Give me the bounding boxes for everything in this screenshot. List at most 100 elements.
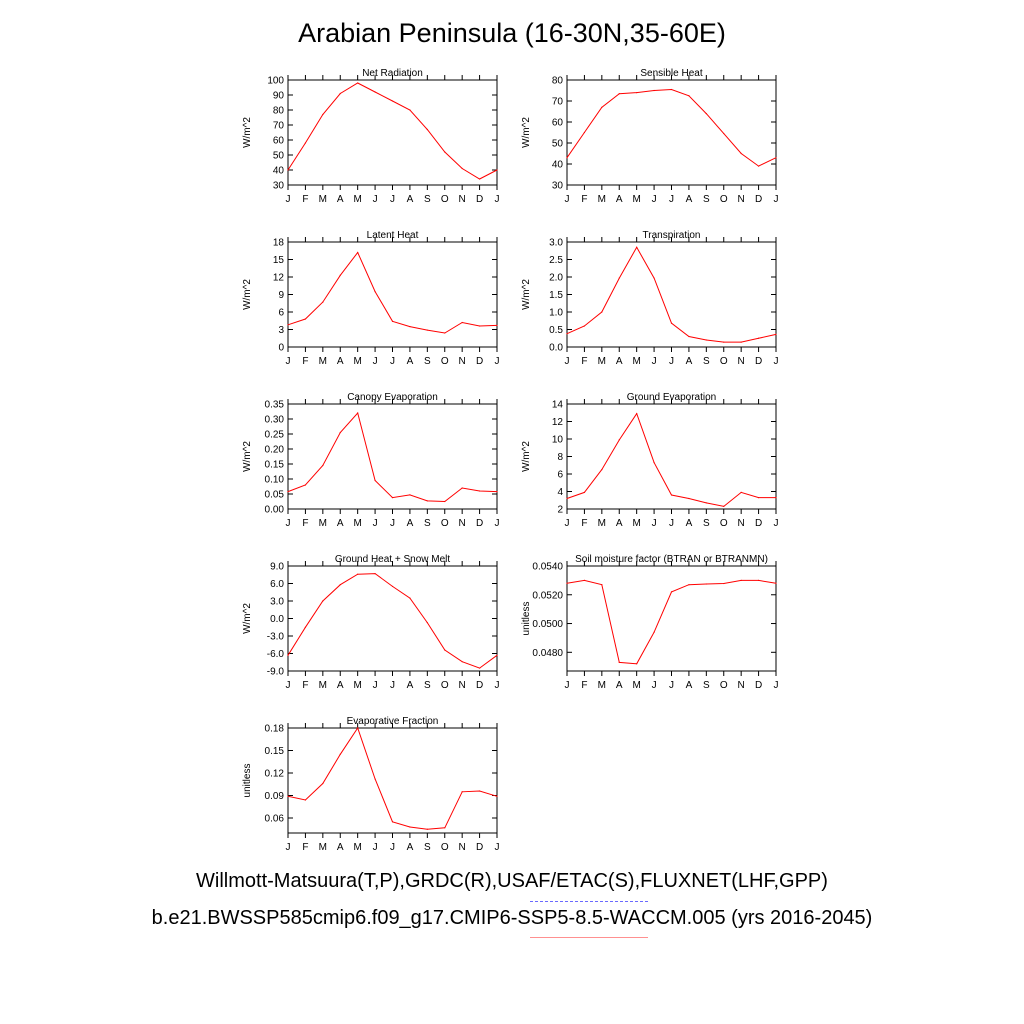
data-point	[496, 169, 498, 171]
data-point	[391, 497, 394, 499]
data-point	[409, 325, 411, 328]
y-tick-label: 90	[273, 91, 285, 102]
y-tick-label: 2.0	[549, 273, 563, 284]
x-tick-label: A	[407, 680, 414, 691]
x-tick-label: N	[459, 680, 466, 691]
plot-frame	[566, 241, 777, 348]
x-tick-label: F	[302, 194, 308, 205]
x-tick-label: A	[616, 356, 623, 367]
x-tick-label: D	[476, 356, 483, 367]
y-tick-label: 0.0	[549, 343, 563, 354]
x-tick-label: M	[598, 194, 606, 205]
data-point	[583, 325, 586, 327]
x-tick-label: O	[720, 680, 728, 691]
y-tick-label: 0.0480	[532, 648, 563, 659]
y-tick-label: 12	[552, 417, 564, 428]
data-point	[775, 497, 777, 499]
x-tick-label: M	[353, 680, 361, 691]
y-tick-label: 70	[273, 121, 285, 132]
x-tick-label: A	[616, 518, 623, 529]
data-point	[723, 341, 725, 343]
y-tick-label: 6	[278, 308, 284, 319]
x-tick-label: A	[407, 356, 414, 367]
y-tick-label: 0.09	[265, 791, 285, 802]
y-tick-label: 80	[273, 106, 285, 117]
x-tick-label: J	[652, 680, 657, 691]
x-tick-label: D	[755, 680, 762, 691]
y-tick-label: 40	[273, 166, 285, 177]
x-tick-label: A	[686, 194, 693, 205]
x-tick-label: J	[373, 194, 378, 205]
y-tick-label: 0.0540	[532, 562, 563, 573]
x-tick-label: S	[424, 194, 431, 205]
x-tick-label: O	[441, 518, 449, 529]
panel-title: Ground Evaporation	[627, 392, 717, 403]
x-tick-label: M	[632, 680, 640, 691]
x-tick-label: N	[738, 356, 745, 367]
x-tick-label: N	[459, 356, 466, 367]
data-point	[653, 89, 655, 92]
x-tick-label: J	[774, 518, 779, 529]
series-line	[287, 82, 498, 180]
panel-title: Ground Heat + Snow Melt	[335, 554, 451, 565]
data-point	[566, 497, 568, 500]
y-tick-label: 0.15	[265, 460, 285, 471]
x-tick-label: A	[616, 680, 623, 691]
y-axis-label: W/m^2	[521, 279, 532, 310]
data-point	[653, 631, 655, 633]
series-line	[287, 573, 498, 669]
x-tick-label: J	[390, 194, 395, 205]
series-line	[287, 726, 498, 830]
data-point	[339, 431, 341, 434]
x-tick-label: S	[703, 518, 710, 529]
data-point	[461, 321, 463, 324]
data-point	[339, 92, 341, 95]
x-tick-label: J	[565, 680, 570, 691]
data-point	[740, 491, 742, 493]
legend-obs-swatch	[530, 901, 648, 902]
panel-title: Latent Heat	[367, 230, 419, 241]
data-point	[670, 591, 673, 593]
data-point	[357, 82, 359, 84]
y-tick-label: 0.30	[265, 415, 285, 426]
panel-title: Canopy Evaporation	[347, 392, 438, 403]
data-point	[496, 795, 498, 797]
x-tick-label: D	[476, 680, 483, 691]
data-point	[566, 333, 568, 335]
x-tick-label: M	[319, 194, 327, 205]
data-point	[688, 95, 690, 97]
y-tick-label: 6	[557, 470, 563, 481]
x-tick-label: O	[720, 356, 728, 367]
x-tick-label: N	[459, 842, 466, 853]
data-point	[374, 572, 376, 575]
y-tick-label: 4	[557, 487, 563, 498]
y-tick-label: 0.18	[265, 724, 285, 735]
data-point	[705, 113, 707, 115]
data-point	[322, 113, 324, 116]
data-point	[496, 654, 498, 656]
data-point	[496, 324, 498, 327]
y-tick-label: 12	[273, 273, 285, 284]
x-tick-label: F	[302, 842, 308, 853]
panel-title: Sensible Heat	[640, 68, 702, 79]
y-axis-label: W/m^2	[242, 441, 253, 472]
x-tick-label: O	[720, 518, 728, 529]
y-tick-label: 50	[552, 139, 564, 150]
x-tick-label: J	[652, 194, 657, 205]
y-tick-label: 6.0	[270, 579, 284, 590]
data-point	[304, 626, 307, 628]
data-point	[357, 412, 359, 414]
data-point	[339, 274, 341, 276]
data-point	[636, 413, 638, 415]
data-point	[653, 462, 655, 464]
x-tick-label: A	[337, 518, 344, 529]
y-tick-label: 30	[273, 181, 285, 192]
data-point	[566, 157, 568, 159]
data-point	[688, 335, 690, 338]
legend-model-swatch	[530, 937, 648, 938]
x-tick-label: J	[652, 356, 657, 367]
data-point	[339, 584, 341, 586]
data-point	[426, 621, 428, 624]
data-point	[618, 439, 620, 441]
